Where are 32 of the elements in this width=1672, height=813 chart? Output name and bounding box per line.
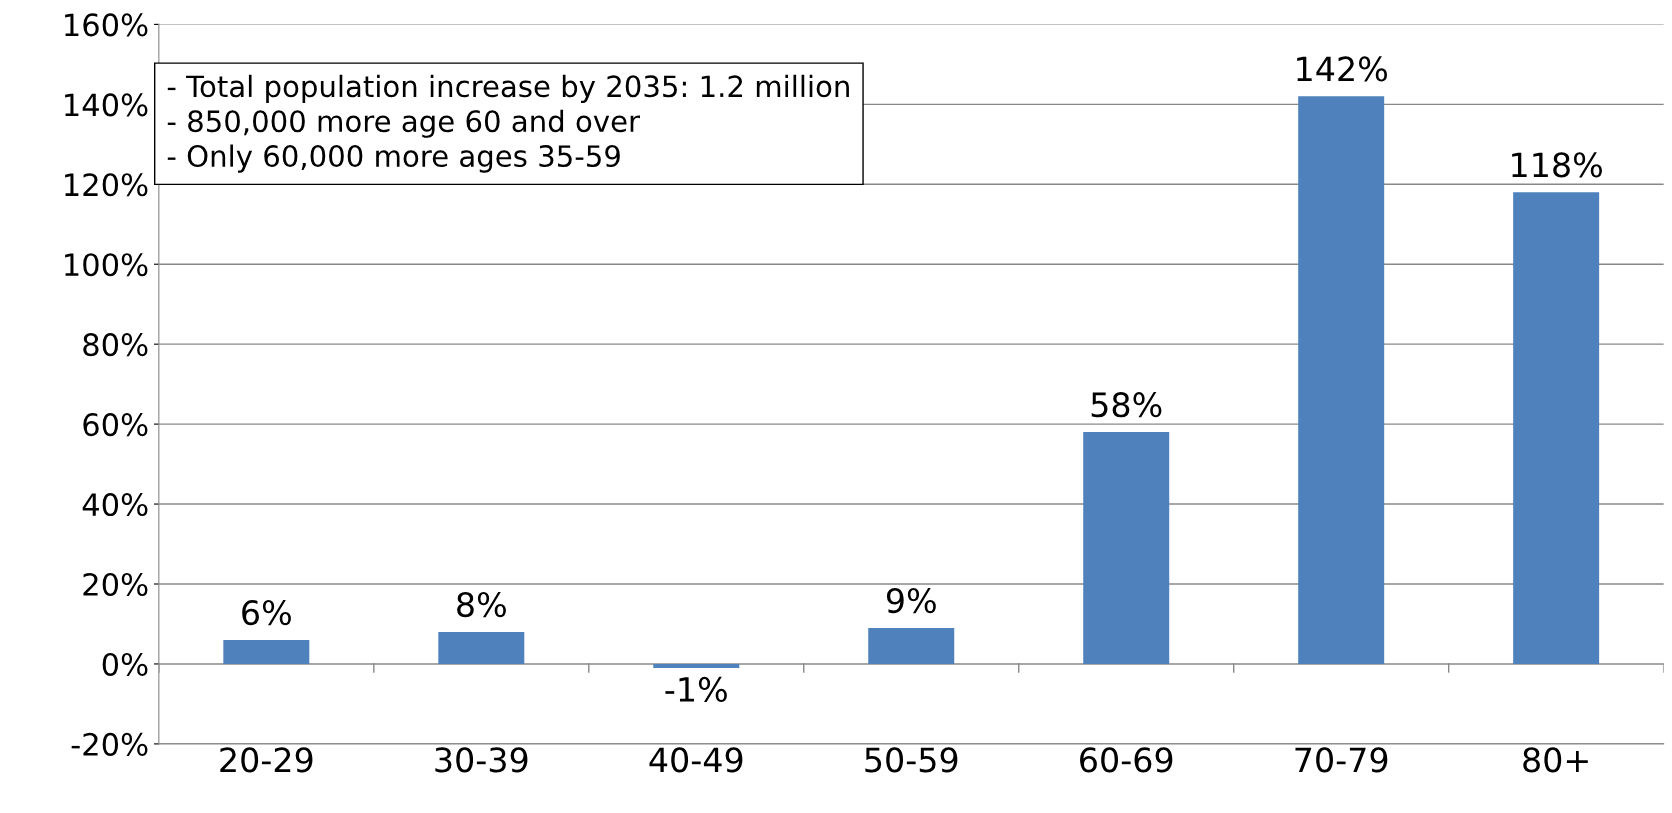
x-tick-label: 70-79 (1295, 747, 1388, 773)
x-tick-label: 60-69 (1080, 747, 1173, 773)
y-tick-label: 80% (83, 333, 148, 357)
bar (223, 639, 310, 664)
bar (868, 627, 955, 664)
bar (1083, 432, 1170, 664)
y-tick-label: 160% (65, 13, 148, 37)
data-label: 8% (457, 591, 506, 618)
x-tick-label: 20-29 (220, 747, 313, 773)
y-tick-label: 120% (65, 173, 148, 197)
y-tick-label: 0% (102, 652, 148, 676)
y-tick-label: 20% (83, 572, 148, 597)
x-tick-label: 50-59 (865, 747, 958, 773)
y-tick-label: 60% (83, 413, 148, 437)
data-label: 118% (1512, 152, 1602, 178)
y-tick-label: -20% (71, 732, 148, 756)
x-tick-label: 80+ (1523, 747, 1588, 773)
annotation: - Total population increase by 2035: 1.2 million - 850,000 more age 60 and over - Only 60,000 more ages 35-59 (167, 74, 849, 173)
y-tick-label: 100% (65, 253, 148, 277)
data-label: 58% (1091, 392, 1162, 418)
x-tick-label: 30-39 (435, 747, 528, 773)
data-label: -1% (665, 676, 727, 703)
data-label: 6% (242, 599, 291, 626)
bar (1298, 96, 1385, 664)
x-tick-label: 40-49 (649, 747, 743, 773)
bar (438, 631, 525, 664)
y-tick-label: 140% (65, 93, 148, 117)
bar (653, 663, 740, 668)
bar (1513, 192, 1600, 664)
data-label: 9% (886, 587, 936, 614)
data-label: 142% (1297, 56, 1387, 82)
y-tick-label: 40% (82, 492, 148, 517)
